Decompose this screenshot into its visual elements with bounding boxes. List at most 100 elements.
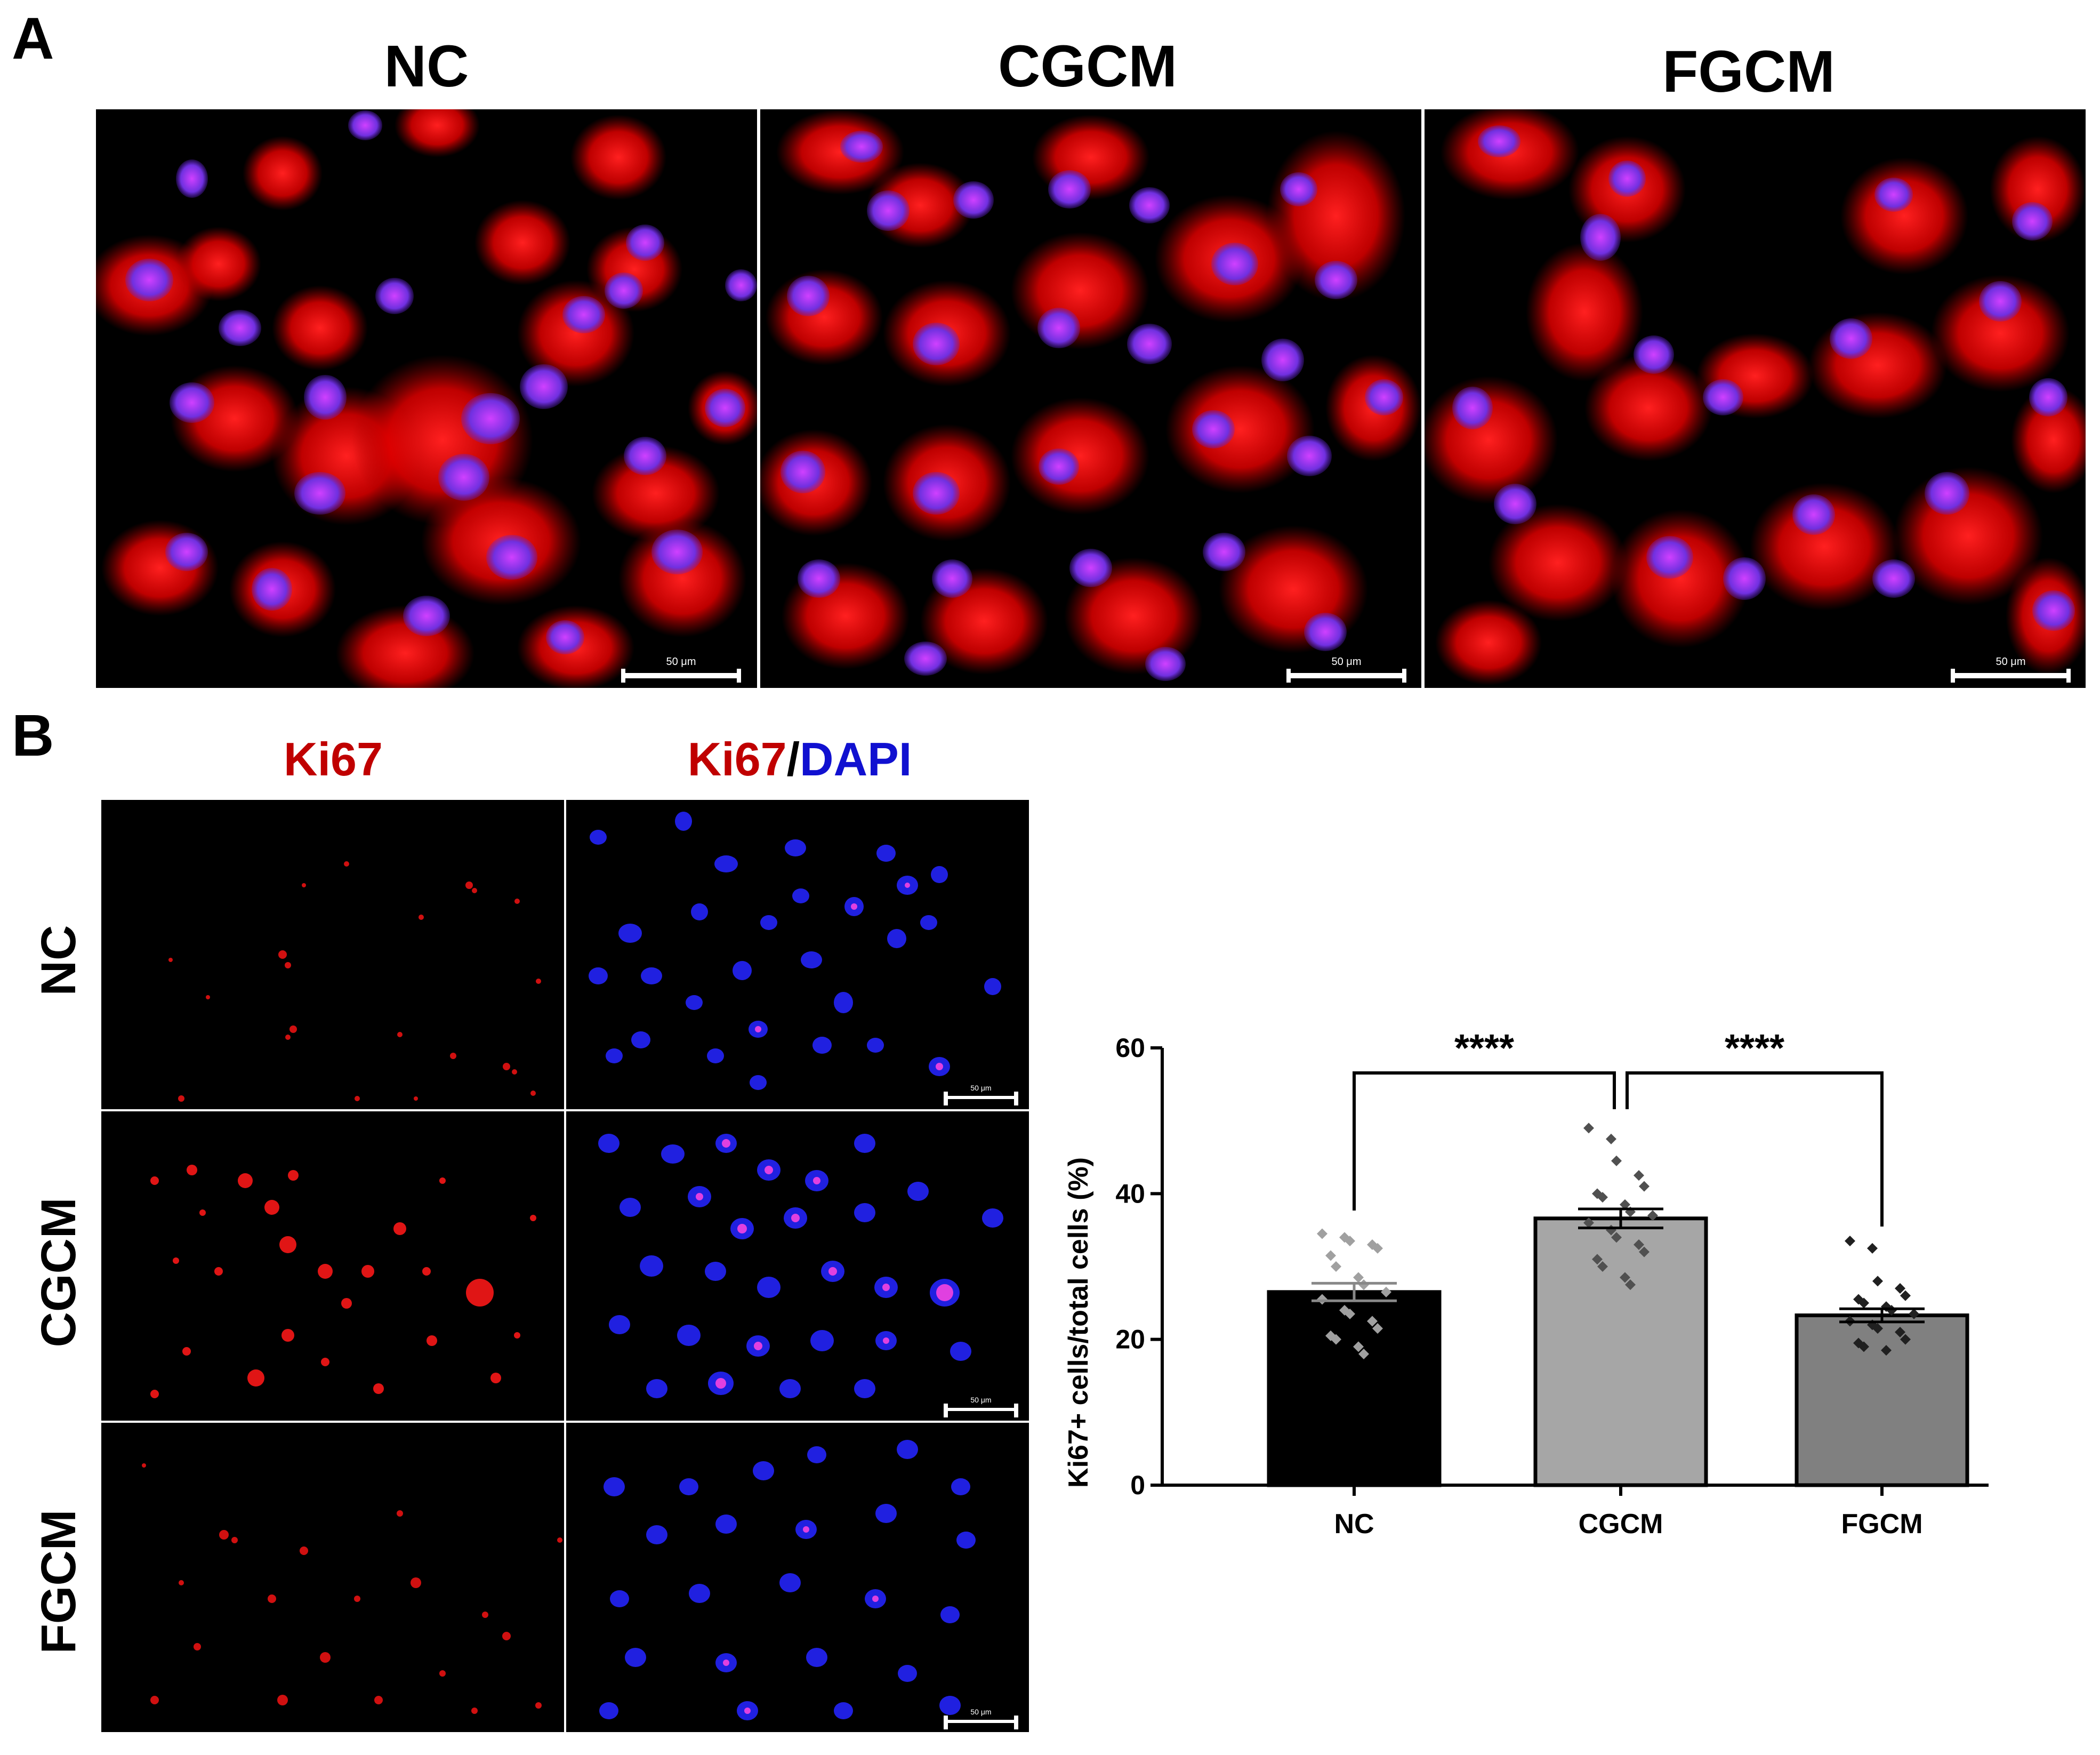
- panel-a-letter: A: [12, 6, 54, 71]
- data-point: [1867, 1243, 1878, 1254]
- ki67-image-nc: [101, 800, 564, 1109]
- channel-title-merge: Ki67/DAPI: [568, 736, 1032, 783]
- ki67-image-cgcm-spots: [150, 1165, 536, 1398]
- chart-error-bars: [1312, 1207, 1925, 1324]
- panel-a-image-cgcm-cells: [760, 109, 1421, 681]
- data-point: [1317, 1228, 1327, 1239]
- panel-a-image-cgcm: [760, 109, 1421, 688]
- x-tick-label-fgcm: FGCM: [1841, 1509, 1922, 1540]
- data-point: [1358, 1349, 1369, 1359]
- merge-image-cgcm-nuclei: [598, 1134, 1003, 1398]
- data-point: [1353, 1341, 1364, 1352]
- data-point: [1353, 1272, 1364, 1283]
- panel-a-scale-label-nc: 50 μm: [666, 656, 696, 668]
- channel-title-merge-ki67: Ki67: [687, 733, 787, 786]
- panel-b-scalebar-nc: [944, 1092, 1018, 1105]
- data-point: [1367, 1316, 1378, 1327]
- ki67-image-cgcm: [101, 1111, 564, 1421]
- row-label-cgcm: CGCM: [31, 1197, 86, 1348]
- panel-a-image-nc-cells: [96, 109, 757, 688]
- data-point: [1345, 1308, 1355, 1319]
- ki67-bar-chart: 0 20 40 60 NC CGCM FGCM **** **** Ki67+ cells/t…: [1063, 1027, 1989, 1540]
- merge-image-cgcm: [566, 1111, 1029, 1421]
- chart-significance: **** ****: [1353, 1027, 1884, 1227]
- data-point: [1381, 1286, 1391, 1297]
- data-point: [1895, 1283, 1905, 1294]
- data-point: [1597, 1192, 1608, 1203]
- panel-a-scale-label-fgcm: 50 μm: [1996, 656, 2026, 668]
- panel-b-scale-label-nc: 50 μm: [970, 1084, 992, 1092]
- panel-a-scalebar-fgcm: [1951, 669, 2071, 683]
- data-point: [1620, 1199, 1630, 1210]
- bar-cgcm: [1533, 1216, 1708, 1487]
- y-tick-label: 40: [1115, 1179, 1145, 1208]
- panel-a-title-nc: NC: [384, 34, 469, 99]
- data-point: [1909, 1308, 1919, 1319]
- bar-nc: [1267, 1290, 1442, 1487]
- chart-y-axis-label: Ki67+ cells/total cells (%): [1063, 1157, 1094, 1488]
- significance-label: ****: [1454, 1027, 1514, 1070]
- panel-a-scale-label-cgcm: 50 μm: [1331, 656, 1362, 668]
- data-point: [1583, 1217, 1594, 1228]
- panel-b-scale-label-fgcm: 50 μm: [970, 1708, 992, 1716]
- row-label-fgcm: FGCM: [31, 1509, 86, 1654]
- significance-bracket: [1353, 1071, 1616, 1211]
- data-point: [1331, 1261, 1341, 1272]
- data-point: [1872, 1323, 1883, 1334]
- merge-image-fgcm-nuclei: [599, 1440, 976, 1720]
- merge-image-nc-nuclei: [589, 812, 1001, 1090]
- data-point: [1881, 1301, 1892, 1312]
- data-point: [1625, 1279, 1636, 1291]
- data-point: [1895, 1327, 1905, 1337]
- data-point: [1845, 1236, 1855, 1247]
- chart-bars: [1267, 1216, 1969, 1487]
- panel-b-scalebar-cgcm: [944, 1404, 1018, 1417]
- bar-fgcm: [1795, 1313, 1969, 1487]
- data-point: [1611, 1232, 1622, 1243]
- data-point: [1858, 1341, 1869, 1352]
- data-point: [1592, 1254, 1603, 1265]
- channel-title-merge-dapi: DAPI: [800, 733, 912, 786]
- significance-label: ****: [1725, 1027, 1784, 1070]
- ki67-image-fgcm: [101, 1423, 564, 1732]
- panel-b-scalebar-fgcm: [944, 1716, 1018, 1729]
- data-point: [1900, 1334, 1911, 1345]
- data-point: [1583, 1123, 1594, 1134]
- data-point: [1372, 1323, 1383, 1334]
- x-tick-label-nc: NC: [1334, 1509, 1374, 1540]
- data-point: [1372, 1243, 1383, 1254]
- data-point: [1634, 1239, 1644, 1250]
- channel-title-ki67: Ki67: [284, 733, 383, 786]
- data-point: [1611, 1155, 1622, 1166]
- significance-bracket: [1626, 1071, 1884, 1227]
- data-point: [1634, 1170, 1644, 1181]
- y-tick-label: 60: [1115, 1033, 1145, 1063]
- panel-b-scale-label-cgcm: 50 μm: [970, 1396, 992, 1404]
- channel-title-merge-slash: /: [786, 733, 800, 786]
- data-point: [1639, 1181, 1650, 1192]
- data-point: [1331, 1334, 1341, 1345]
- panel-a-image-nc: [96, 109, 757, 688]
- panel-a-scalebar-nc: [621, 669, 741, 683]
- merge-image-fgcm: [566, 1423, 1029, 1732]
- panel-a-image-fgcm-cells: [1425, 109, 2086, 685]
- panel-a-title-cgcm: CGCM: [997, 34, 1178, 99]
- data-point: [1639, 1246, 1650, 1257]
- panel-a-title-fgcm: FGCM: [1662, 39, 1835, 105]
- y-tick-label: 20: [1115, 1325, 1145, 1355]
- ki67-image-nc-spots: [168, 861, 541, 1102]
- data-point: [1900, 1290, 1911, 1301]
- x-tick-label-cgcm: CGCM: [1579, 1509, 1663, 1540]
- data-point: [1345, 1236, 1355, 1247]
- data-point: [1858, 1297, 1869, 1309]
- panel-b-letter: B: [12, 703, 54, 768]
- data-point: [1606, 1133, 1616, 1144]
- data-point: [1597, 1261, 1608, 1272]
- ki67-image-fgcm-spots: [142, 1463, 562, 1714]
- panel-a-scalebar-cgcm: [1286, 669, 1406, 683]
- panel-a-image-fgcm: [1425, 109, 2086, 688]
- data-point: [1881, 1345, 1892, 1356]
- y-tick-label: 0: [1130, 1470, 1145, 1500]
- merge-image-nc: [566, 800, 1029, 1109]
- data-point: [1647, 1210, 1658, 1221]
